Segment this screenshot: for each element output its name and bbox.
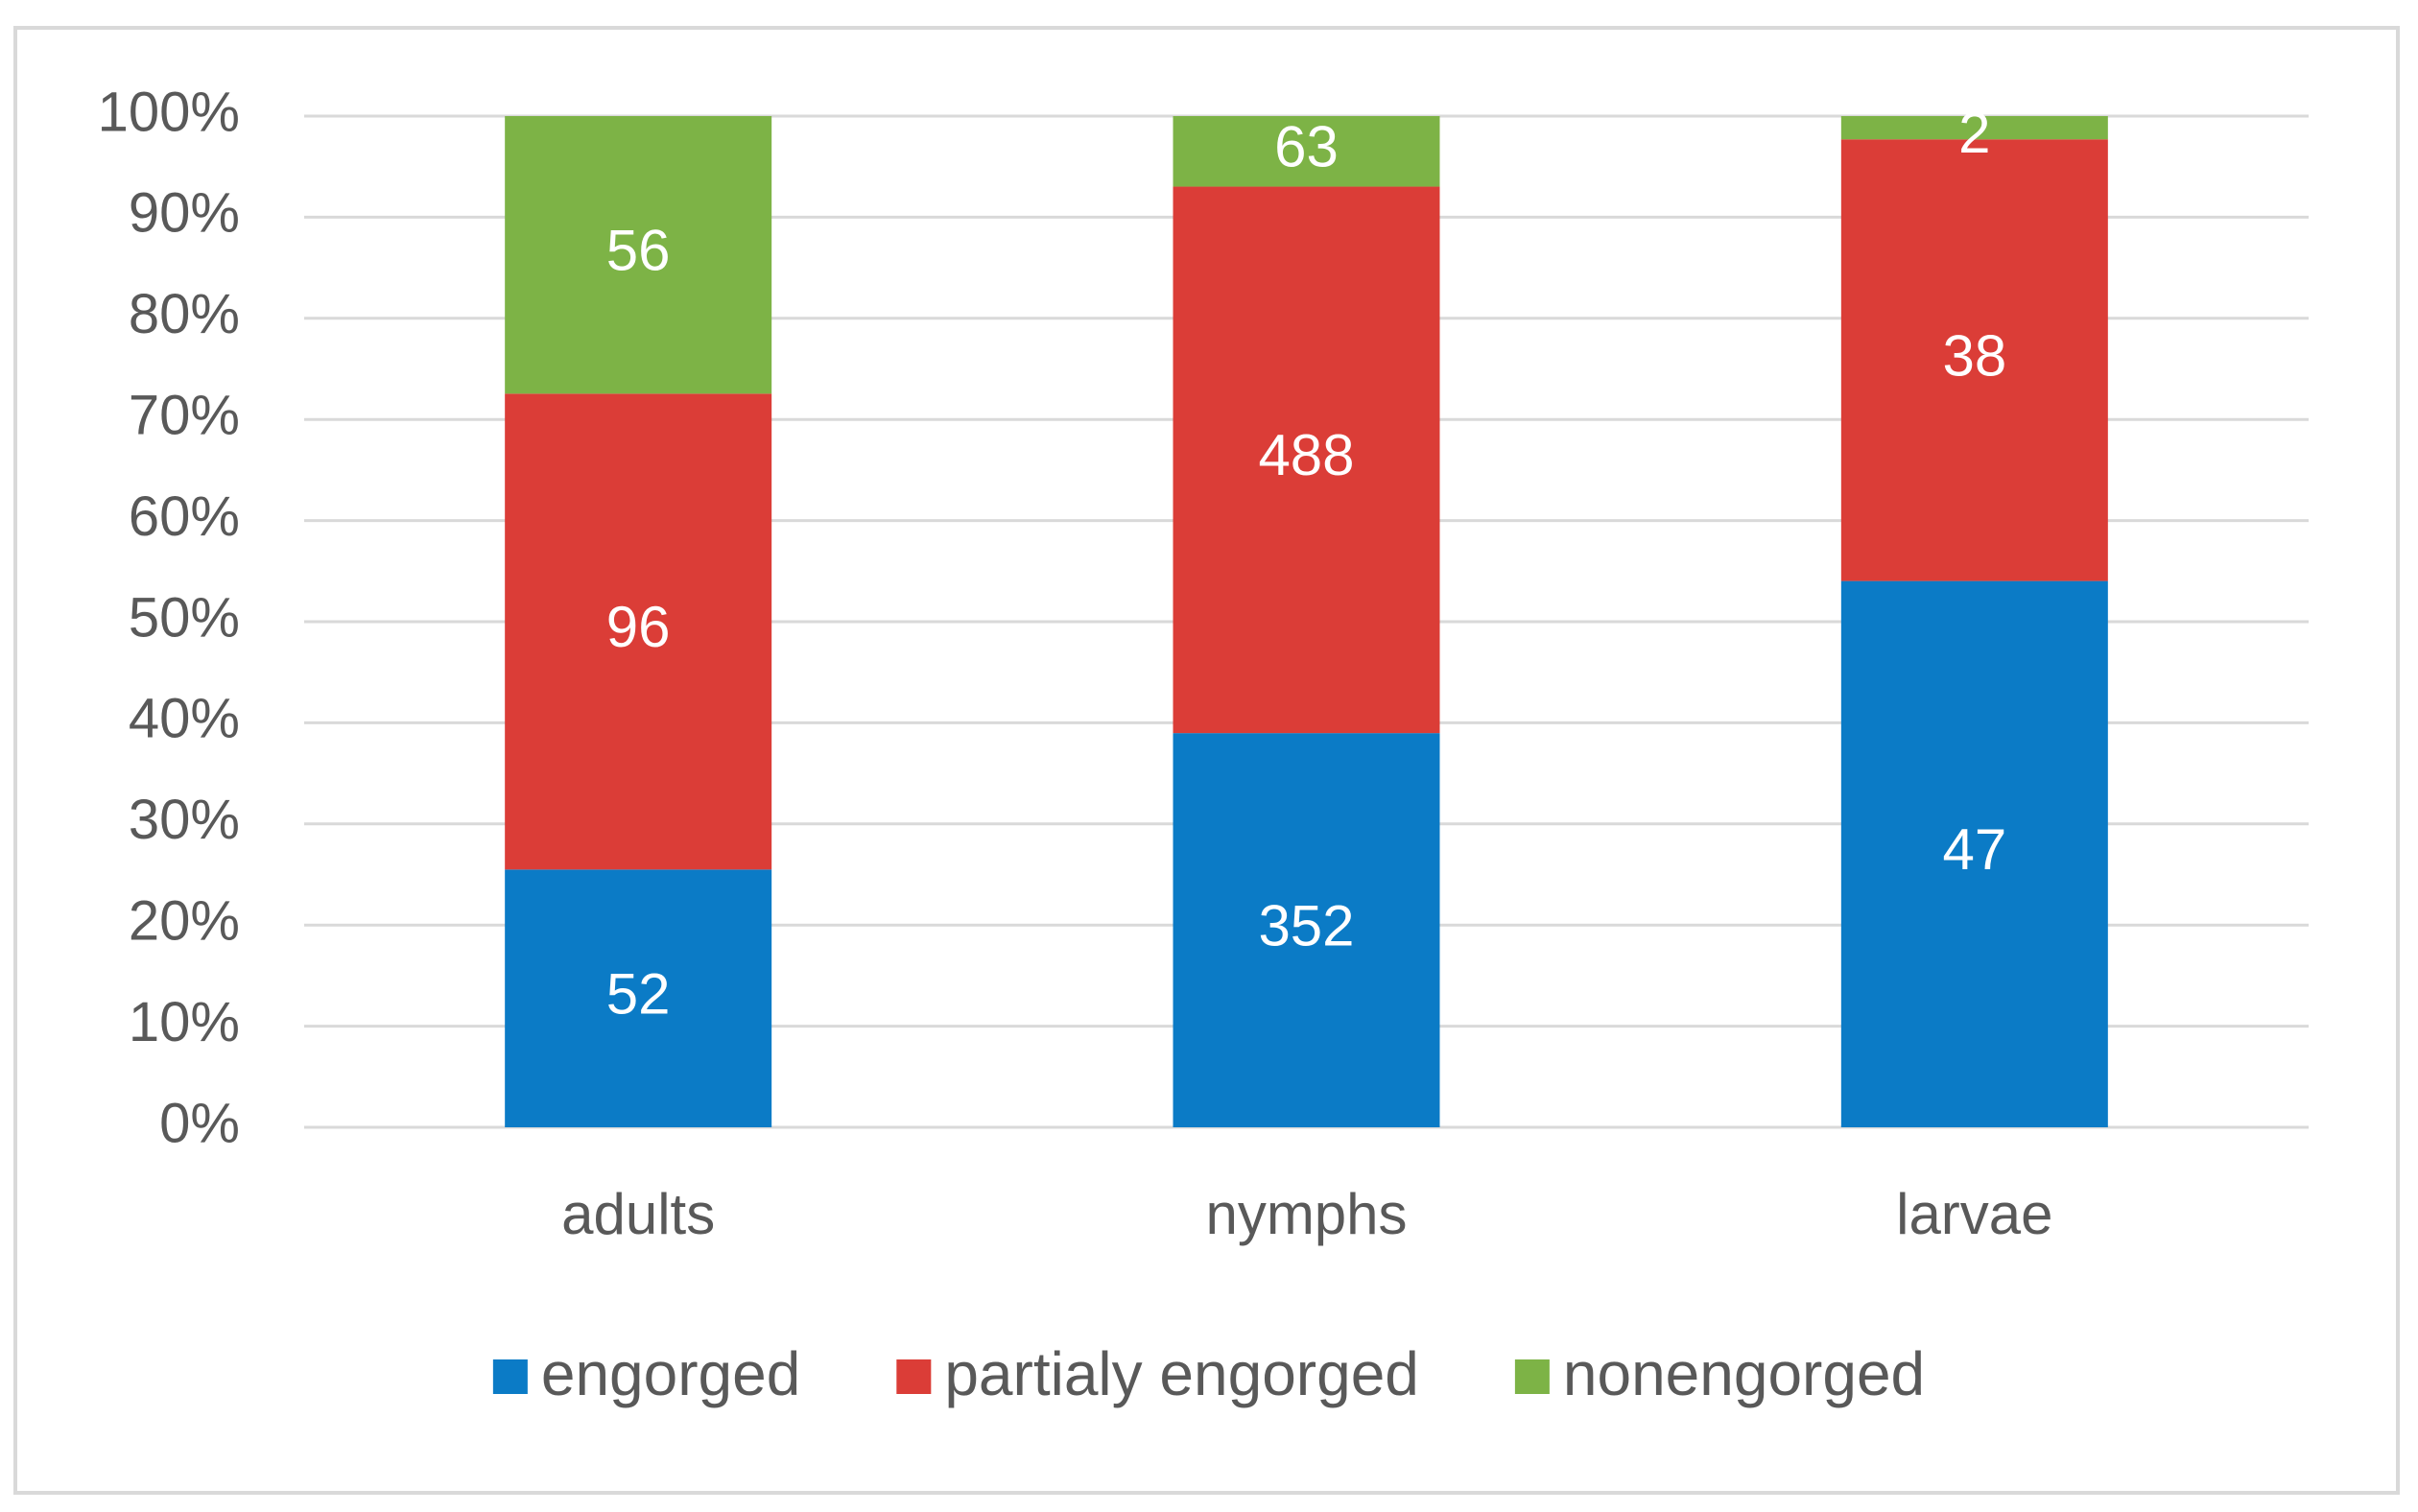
- bar-segment: [505, 116, 772, 394]
- y-tick-label: 10%: [129, 991, 240, 1053]
- y-tick-label: 40%: [129, 688, 240, 750]
- bar-segment: [1173, 733, 1440, 1127]
- y-tick-label: 70%: [129, 385, 240, 447]
- legend-swatch: [896, 1359, 932, 1394]
- x-tick-label: larvae: [1896, 1182, 2052, 1246]
- bar-segment: [1840, 580, 2108, 1127]
- bar-segment: [1840, 139, 2108, 581]
- legend-swatch: [1514, 1359, 1550, 1394]
- legend-label: partialy engorged: [944, 1339, 1419, 1408]
- y-tick-label: 100%: [98, 81, 240, 143]
- data-label: 47: [1942, 817, 2006, 882]
- bar-segment: [505, 869, 772, 1127]
- y-tick-label: 90%: [129, 182, 240, 245]
- x-tick-label: adults: [561, 1182, 715, 1246]
- legend-swatch: [492, 1359, 528, 1394]
- data-label: 488: [1258, 423, 1354, 487]
- data-label: 96: [606, 595, 671, 659]
- y-tick-label: 50%: [129, 586, 240, 649]
- y-tick-label: 20%: [129, 890, 240, 953]
- data-label: 2: [1958, 101, 1990, 165]
- data-label: 52: [606, 962, 671, 1027]
- y-tick-label: 30%: [129, 789, 240, 851]
- data-label: 38: [1942, 323, 2006, 388]
- data-label: 63: [1274, 115, 1339, 179]
- bar-segment: [1840, 116, 2108, 140]
- data-label: 352: [1258, 893, 1354, 957]
- y-tick-label: 60%: [129, 485, 240, 548]
- legend-label: engorged: [541, 1339, 800, 1408]
- data-label: 56: [606, 219, 671, 283]
- x-tick-label: nymphs: [1205, 1182, 1407, 1246]
- y-tick-label: 0%: [159, 1092, 240, 1154]
- bar-segment: [1173, 186, 1440, 734]
- legend-label: nonengorged: [1563, 1339, 1925, 1408]
- bar-segment: [505, 393, 772, 870]
- y-tick-label: 80%: [129, 283, 240, 345]
- bar-segment: [1173, 116, 1440, 187]
